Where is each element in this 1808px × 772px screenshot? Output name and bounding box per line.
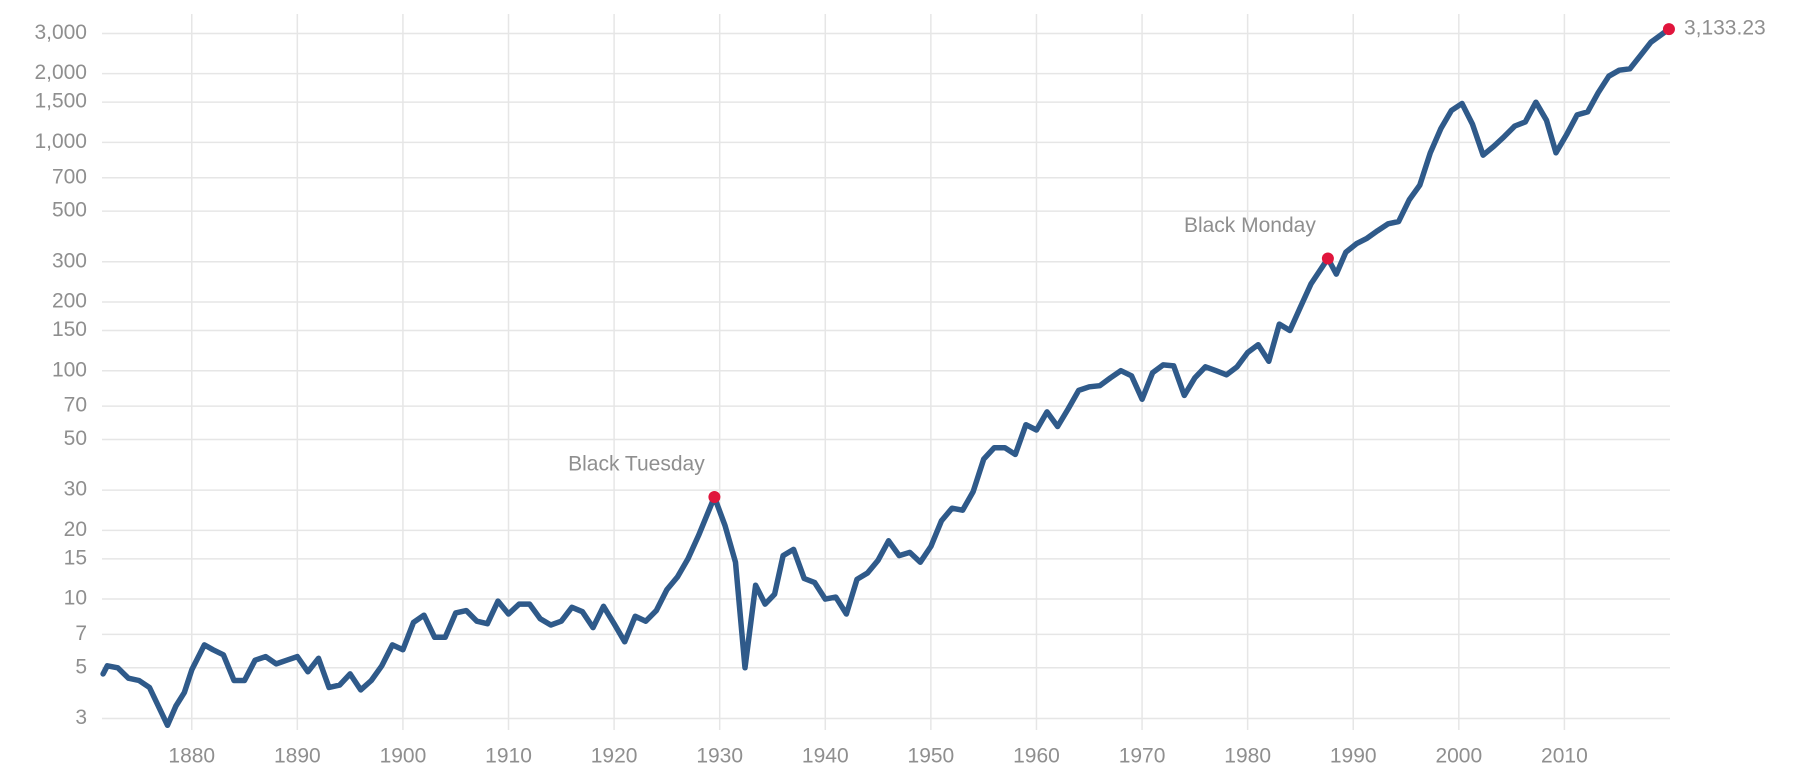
annotation: Black Tuesday	[568, 453, 705, 476]
y-tick-label: 200	[52, 290, 87, 313]
x-tick-label: 1970	[1119, 745, 1166, 768]
y-tick-label: 20	[64, 518, 87, 541]
x-tick-label: 1980	[1224, 745, 1271, 768]
x-tick-label: 1990	[1330, 745, 1377, 768]
y-tick-label: 700	[52, 165, 87, 188]
x-tick-label: 1940	[802, 745, 849, 768]
x-tick-label: 1960	[1013, 745, 1060, 768]
y-tick-label: 10	[64, 587, 87, 610]
annotation: Black Monday	[1184, 214, 1316, 237]
y-tick-label: 7	[75, 622, 87, 645]
y-tick-label: 15	[64, 546, 87, 569]
x-tick-label: 1900	[380, 745, 427, 768]
x-tick-label: 1880	[168, 745, 215, 768]
y-tick-label: 30	[64, 478, 87, 501]
x-tick-label: 1910	[485, 745, 532, 768]
y-tick-label: 300	[52, 249, 87, 272]
y-tick-label: 3	[75, 706, 87, 729]
y-tick-label: 70	[64, 394, 87, 417]
x-tick-label: 1950	[908, 745, 955, 768]
highlight-point	[1321, 252, 1334, 265]
y-tick-label: 500	[52, 199, 87, 222]
x-tick-label: 2010	[1541, 745, 1588, 768]
y-tick-label: 150	[52, 318, 87, 341]
x-tick-label: 1920	[591, 745, 638, 768]
x-tick-label: 1890	[274, 745, 321, 768]
y-tick-label: 50	[64, 427, 87, 450]
highlight-point	[1662, 23, 1675, 36]
y-tick-label: 2,000	[34, 61, 87, 84]
x-tick-label: 1930	[696, 745, 743, 768]
y-tick-label: 1,500	[34, 90, 87, 113]
y-tick-label: 5	[75, 655, 87, 678]
highlight-point	[708, 490, 721, 503]
data-line	[100, 26, 1672, 729]
x-tick-label: 2000	[1435, 745, 1482, 768]
end-label: 3,133.23	[1684, 17, 1766, 40]
y-tick-label: 100	[52, 358, 87, 381]
y-tick-label: 3,000	[34, 21, 87, 44]
y-tick-label: 1,000	[34, 130, 87, 153]
